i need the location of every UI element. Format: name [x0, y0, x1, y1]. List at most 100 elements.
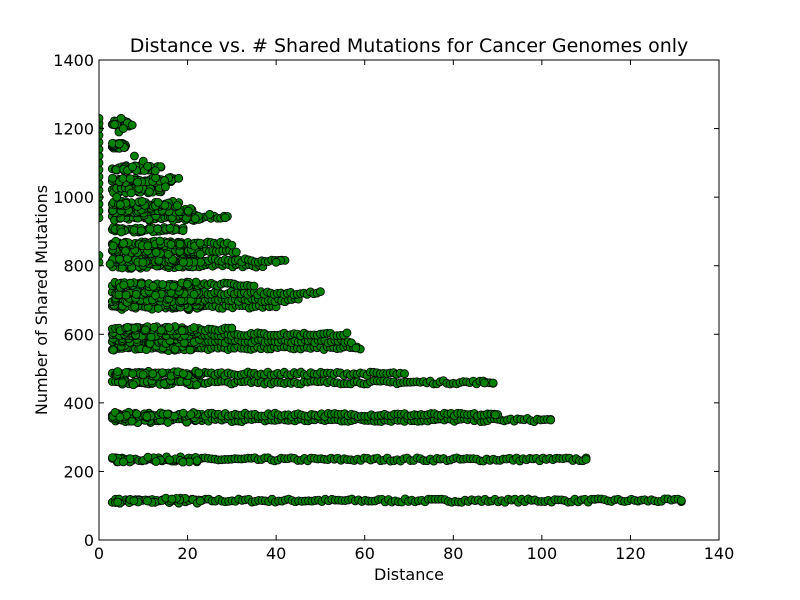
scatter-point: [249, 281, 259, 291]
scatter-point: [150, 290, 160, 300]
scatter-point: [99, 199, 104, 209]
scatter-point: [195, 238, 205, 248]
scatter-point: [138, 370, 148, 380]
scatter-point: [185, 345, 195, 355]
scatter-point: [119, 280, 129, 290]
scatter-point: [99, 213, 104, 223]
scatter-point: [189, 323, 199, 332]
scatter-point: [220, 213, 230, 223]
scatter-point: [153, 224, 162, 234]
scatter-point: [99, 185, 104, 195]
scatter-point: [195, 249, 205, 259]
scatter-point: [178, 257, 188, 267]
scatter-point: [128, 380, 138, 390]
x-tick-label: 140: [704, 544, 735, 563]
scatter-point: [99, 158, 104, 168]
scatter-point: [132, 409, 142, 419]
scatter-point: [116, 227, 126, 237]
scatter-point: [111, 165, 121, 175]
scatter-point: [129, 496, 139, 506]
scatter-point: [227, 240, 237, 250]
points-layer: [99, 113, 686, 508]
y-tick-label: 1400: [53, 51, 94, 70]
scatter-point: [108, 345, 118, 355]
scatter-point: [128, 369, 138, 379]
scatter-point: [150, 166, 160, 176]
y-tick-label: 1000: [53, 188, 94, 207]
chart-title: Distance vs. # Shared Mutations for Canc…: [130, 35, 689, 57]
scatter-point: [143, 241, 153, 251]
scatter-point: [138, 257, 148, 267]
scatter-point: [205, 209, 215, 219]
scatter-point: [161, 182, 170, 192]
ticks-layer: 0 20 40 60 80 100 120 1400200400600800100012001…: [53, 51, 734, 563]
x-tick-label: 80: [443, 544, 463, 563]
scatter-point: [99, 179, 104, 188]
x-axis-label: Distance: [374, 565, 444, 584]
scatter-point: [227, 323, 237, 333]
x-tick-label: 120: [615, 544, 646, 563]
scatter-point: [175, 239, 185, 249]
scatter-point: [177, 326, 187, 336]
scatter-point: [190, 214, 200, 224]
scatter-point: [167, 494, 177, 504]
scatter-point: [165, 223, 175, 233]
scatter-point: [105, 259, 115, 269]
scatter-point: [546, 415, 556, 425]
scatter-point: [192, 380, 201, 390]
y-tick-label: 0: [84, 531, 94, 550]
scatter-point: [128, 162, 137, 172]
scatter-point: [169, 281, 179, 291]
scatter-point: [156, 325, 166, 335]
scatter-point: [178, 369, 188, 379]
scatter-point: [115, 412, 125, 422]
scatter-point: [195, 496, 205, 506]
scatter-point: [488, 378, 498, 388]
scatter-point: [118, 457, 128, 467]
x-tick-label: 0: [94, 544, 104, 563]
scatter-point: [351, 343, 361, 353]
scatter-point: [164, 323, 174, 332]
scatter-point: [140, 325, 150, 335]
scatter-point: [143, 161, 153, 171]
scatter-point: [113, 497, 123, 507]
scatter-point: [130, 151, 139, 161]
scatter-point: [174, 173, 184, 183]
scatter-point: [99, 251, 104, 260]
scatter-point: [155, 236, 165, 246]
x-tick-label: 20: [177, 544, 197, 563]
scatter-point: [165, 455, 174, 465]
scatter-point: [194, 368, 204, 378]
scatter-point: [123, 322, 132, 332]
axes-frame: [98, 59, 720, 541]
x-tick-label: 40: [266, 544, 286, 563]
scatter-point: [676, 496, 686, 505]
scatter-point: [99, 144, 104, 154]
scatter-point: [143, 452, 153, 462]
scatter-point: [112, 192, 122, 202]
scatter-point: [137, 196, 147, 206]
scatter-point: [113, 367, 123, 376]
scatter-point: [143, 496, 152, 506]
scatter-point: [231, 247, 241, 257]
x-tick-label: 100: [527, 544, 558, 563]
x-tick-label: 60: [355, 544, 375, 563]
scatter-point: [131, 289, 141, 299]
scatter-point: [400, 369, 409, 379]
scatter-point: [99, 113, 104, 123]
scatter-point: [149, 322, 159, 332]
scatter-point: [133, 177, 143, 187]
scatter-point: [163, 418, 173, 427]
scatter-point: [121, 290, 131, 300]
scatter-point: [136, 279, 146, 289]
y-tick-label: 400: [63, 394, 94, 413]
scatter-point: [99, 151, 104, 161]
scatter-point: [99, 257, 104, 267]
scatter-point: [153, 304, 163, 313]
scatter-point: [99, 137, 104, 147]
scatter-point: [118, 124, 128, 133]
y-tick-label: 600: [63, 325, 94, 344]
scatter-point: [110, 120, 119, 129]
scatter-point: [125, 174, 135, 184]
